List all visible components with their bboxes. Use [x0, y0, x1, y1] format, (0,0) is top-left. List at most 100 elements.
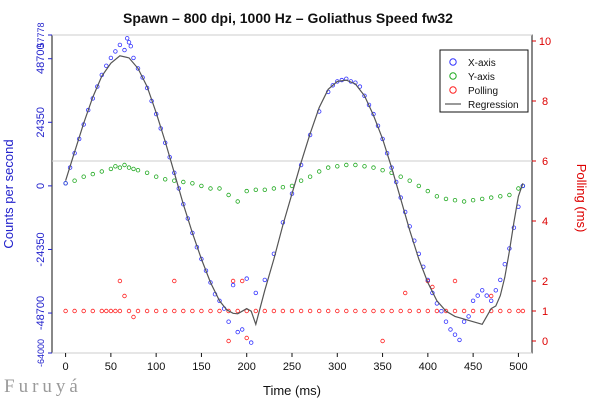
x-axis-point — [108, 55, 114, 61]
y-axis-point — [131, 166, 136, 172]
y-axis-point — [507, 192, 512, 198]
y-axis-point — [217, 186, 222, 191]
polling-point — [380, 308, 385, 314]
polling-point — [326, 308, 331, 314]
y-axis-point — [362, 164, 367, 169]
polling-point — [498, 308, 503, 314]
x-axis-point — [140, 75, 145, 80]
polling-point — [172, 278, 177, 284]
polling-point — [181, 308, 186, 314]
polling-point — [63, 308, 68, 314]
x-tick-label: 250 — [283, 361, 301, 373]
x-axis-point — [128, 44, 133, 49]
polling-point — [398, 308, 403, 314]
polling-point — [126, 308, 132, 314]
polling-point — [199, 308, 204, 314]
y2-tick-label: 4 — [542, 216, 548, 228]
x-tick-label: 450 — [464, 361, 482, 373]
y2-tick-label: 6 — [542, 156, 548, 168]
polling-point — [239, 278, 245, 284]
x-axis-point — [253, 290, 258, 296]
y-axis-point — [126, 165, 132, 170]
polling-point — [113, 308, 118, 314]
legend-swatch-point — [449, 58, 457, 66]
polling-point — [226, 308, 231, 314]
polling-point — [344, 308, 349, 314]
x-axis-point — [330, 83, 335, 88]
y-axis-point — [113, 164, 118, 169]
x-axis-point — [235, 329, 240, 335]
y-axis-point — [122, 162, 127, 168]
legend-label: X-axis — [468, 58, 496, 69]
polling-point — [461, 308, 467, 314]
polling-point — [298, 308, 304, 314]
polling-point — [244, 335, 249, 341]
legend-label: Polling — [468, 86, 498, 97]
x-axis-point — [217, 298, 222, 303]
x-axis-point — [244, 276, 249, 281]
y-axis-point — [425, 188, 430, 194]
polling-point — [362, 308, 367, 314]
y-axis-point — [307, 174, 313, 179]
polling-point — [452, 308, 458, 314]
y-axis-point — [480, 196, 485, 202]
y-axis-point — [452, 197, 458, 203]
y-axis-point — [81, 174, 86, 179]
y-axis-point — [407, 178, 412, 183]
y-tick-label: -24350 — [35, 232, 47, 266]
y2-axis-label: Polling (ms) — [574, 164, 589, 233]
y-axis-point — [317, 169, 322, 174]
y-axis-point — [190, 181, 195, 186]
polling-point — [226, 338, 231, 344]
polling-point — [99, 308, 104, 314]
y-axis-point — [244, 188, 249, 194]
y2-tick-label: 0 — [542, 336, 548, 348]
x-axis-point — [113, 49, 118, 54]
legend-label: Y-axis — [468, 72, 495, 83]
x-tick-label: 0 — [63, 361, 69, 373]
polling-point — [271, 308, 277, 314]
x-axis-point — [95, 84, 100, 89]
y-axis-point — [271, 186, 277, 191]
polling-point — [122, 293, 127, 299]
polling-point — [443, 308, 449, 314]
y-axis-right: 0 1 2 4 6 8 10 — [532, 36, 551, 348]
polling-point — [289, 308, 295, 314]
polling-point — [153, 308, 159, 314]
polling-point — [335, 308, 340, 314]
y-axis-point — [498, 194, 503, 199]
y-axis-point — [199, 183, 204, 189]
y-axis-point — [461, 199, 467, 204]
x-tick-label: 150 — [192, 361, 210, 373]
x-axis-point — [502, 262, 507, 267]
y-tick-label: -64000 — [36, 339, 46, 367]
x-tick-label: 400 — [419, 361, 437, 373]
y2-tick-label: 1 — [542, 306, 548, 318]
polling-point — [217, 308, 222, 314]
x-axis-point — [262, 277, 267, 283]
polling-point — [135, 308, 141, 314]
polling-point — [353, 308, 358, 314]
polling-point — [262, 308, 267, 314]
x-axis-point — [126, 40, 132, 45]
x-axis-point — [230, 282, 236, 288]
x-axis-point — [470, 298, 476, 303]
x-axis-point — [362, 93, 367, 98]
y-axis-point — [144, 170, 150, 175]
x-axis-point — [443, 319, 449, 324]
x-axis-point — [248, 340, 254, 345]
y-axis-point — [398, 174, 403, 179]
polling-point — [117, 308, 123, 314]
series-layer — [63, 36, 526, 345]
y-tick-label: 0 — [35, 183, 47, 189]
polling-point — [144, 308, 150, 314]
y-axis-point — [226, 192, 231, 198]
y-axis-point — [371, 165, 376, 170]
x-tick-label: 300 — [328, 361, 346, 373]
polling-point — [253, 308, 258, 314]
y-axis-point — [280, 184, 286, 190]
x-tick-label: 200 — [238, 361, 256, 373]
y-axis-point — [380, 167, 385, 173]
y-axis-point — [153, 174, 159, 179]
x-tick-label: 100 — [147, 361, 165, 373]
